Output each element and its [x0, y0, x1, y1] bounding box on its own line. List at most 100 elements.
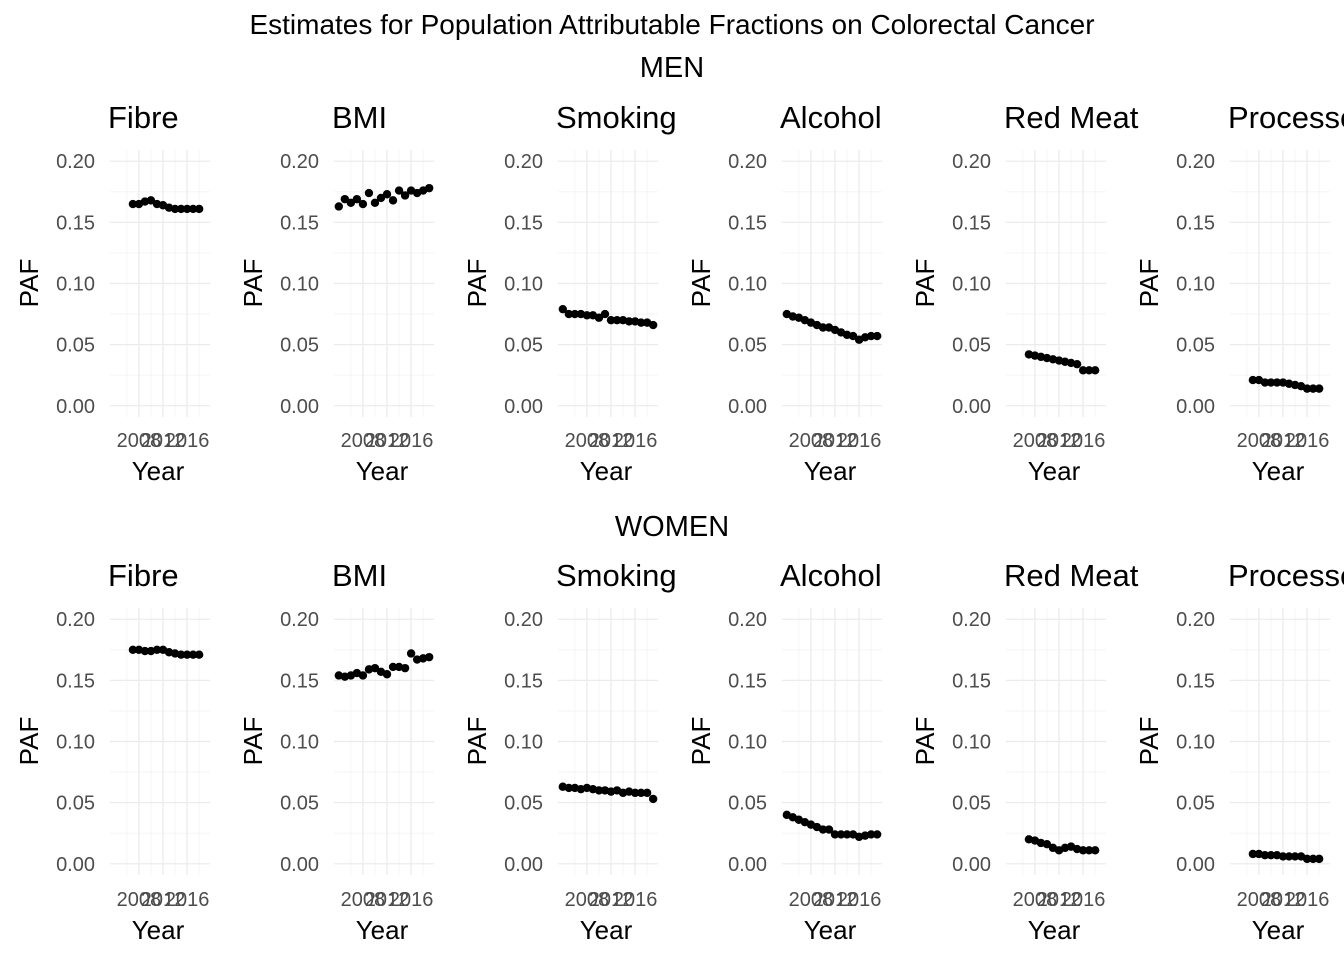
- data-point-women-fibre: [194, 650, 204, 659]
- x-tick-label: 2016: [837, 430, 882, 452]
- y-tick-label: 0.10: [56, 274, 95, 296]
- y-tick-label: 0.10: [1176, 274, 1215, 296]
- data-point-men-smoking: [612, 315, 622, 325]
- panel-title-women-processed-meat: Processed Meat: [1228, 558, 1344, 593]
- y-tick-label: 0.10: [1176, 732, 1215, 754]
- x-axis-title: Year: [580, 915, 633, 945]
- x-tick-label: 2008: [1013, 889, 1058, 911]
- main-title: Estimates for Population Attributable Fr…: [249, 9, 1094, 40]
- y-tick-label: 0.15: [280, 212, 319, 234]
- data-point-men-fibre: [176, 204, 186, 214]
- panel-title-women-smoking: Smoking: [556, 558, 677, 593]
- y-tick-label: 0.00: [56, 396, 95, 418]
- x-tick-label: 2012: [813, 430, 858, 452]
- y-axis-title: PAF: [686, 717, 716, 766]
- y-tick-label: 0.10: [728, 274, 767, 296]
- data-point-men-red-meat: [1072, 359, 1082, 369]
- data-point-women-processed-meat: [1290, 852, 1300, 861]
- data-point-women-bmi: [358, 671, 368, 680]
- x-tick-label: 2012: [1261, 430, 1306, 452]
- y-tick-label: 0.15: [56, 670, 95, 692]
- y-axis-title: PAF: [910, 717, 940, 766]
- y-tick-label: 0.00: [1176, 396, 1215, 418]
- panel-title-women-fibre: Fibre: [108, 558, 179, 593]
- data-point-women-fibre: [182, 650, 192, 659]
- x-tick-label: 2016: [165, 889, 210, 911]
- y-tick-label: 0.20: [728, 609, 767, 631]
- x-tick-label: 2012: [1261, 889, 1306, 911]
- y-tick-label: 0.15: [952, 670, 991, 692]
- x-tick-label: 2016: [1285, 889, 1330, 911]
- data-point-men-fibre: [182, 204, 192, 214]
- data-point-men-fibre: [128, 199, 138, 209]
- panel-title-men-fibre: Fibre: [108, 100, 179, 135]
- data-point-men-processed-meat: [1260, 378, 1270, 387]
- x-tick-label: 2012: [589, 889, 634, 911]
- data-point-men-smoking: [624, 317, 634, 326]
- y-tick-label: 0.05: [952, 335, 991, 357]
- data-point-men-bmi: [334, 202, 344, 211]
- panel-title-women-red-meat: Red Meat: [1004, 558, 1139, 593]
- data-point-men-bmi: [382, 190, 392, 199]
- data-point-men-bmi: [346, 198, 356, 208]
- y-tick-label: 0.00: [280, 396, 319, 418]
- data-point-men-bmi: [364, 188, 374, 198]
- y-axis-title: PAF: [14, 717, 44, 766]
- y-tick-label: 0.00: [504, 396, 543, 418]
- data-point-men-bmi: [400, 191, 410, 200]
- y-tick-label: 0.05: [504, 335, 543, 357]
- data-point-women-processed-meat: [1284, 852, 1294, 861]
- y-tick-label: 0.15: [952, 212, 991, 234]
- data-point-men-bmi: [424, 183, 434, 193]
- data-point-women-bmi: [388, 662, 398, 672]
- x-axis-title: Year: [356, 915, 409, 945]
- y-tick-label: 0.15: [728, 212, 767, 234]
- data-point-women-fibre: [188, 650, 198, 659]
- y-axis-title: PAF: [1134, 717, 1164, 766]
- y-tick-label: 0.00: [1176, 854, 1215, 876]
- data-point-men-red-meat: [1078, 366, 1088, 375]
- y-tick-label: 0.10: [504, 274, 543, 296]
- panel-title-men-bmi: BMI: [332, 100, 387, 135]
- data-point-men-bmi: [388, 196, 398, 205]
- data-point-women-red-meat: [1090, 846, 1100, 855]
- data-point-men-bmi: [352, 194, 362, 204]
- group-title-women: WOMEN: [615, 511, 729, 543]
- data-point-men-red-meat: [1084, 366, 1094, 375]
- data-point-men-alcohol: [848, 331, 858, 341]
- x-tick-label: 2012: [365, 889, 410, 911]
- data-point-women-bmi: [370, 663, 380, 673]
- y-tick-label: 0.20: [280, 151, 319, 173]
- y-axis-title: PAF: [238, 259, 268, 308]
- data-point-women-processed-meat: [1260, 850, 1270, 860]
- x-tick-label: 2012: [141, 430, 186, 452]
- data-point-women-smoking: [594, 786, 604, 795]
- y-tick-label: 0.10: [56, 732, 95, 754]
- panel-title-women-bmi: BMI: [332, 558, 387, 593]
- x-tick-label: 2008: [1013, 430, 1058, 452]
- y-tick-label: 0.15: [1176, 212, 1215, 234]
- data-point-men-smoking: [570, 309, 580, 319]
- y-tick-label: 0.05: [280, 793, 319, 815]
- data-point-men-bmi: [370, 198, 380, 208]
- y-tick-label: 0.10: [952, 732, 991, 754]
- y-axis-title: PAF: [14, 259, 44, 308]
- data-point-men-smoking: [582, 311, 592, 320]
- data-point-men-smoking: [606, 315, 616, 325]
- y-tick-label: 0.05: [728, 335, 767, 357]
- x-tick-label: 2012: [1037, 430, 1082, 452]
- panels-layer: 0.000.050.100.150.20200820122016FibreYea…: [14, 100, 1344, 945]
- data-point-women-smoking: [648, 794, 658, 804]
- y-axis-title: PAF: [910, 259, 940, 308]
- x-tick-label: 2016: [1061, 430, 1106, 452]
- data-point-men-processed-meat: [1314, 384, 1324, 393]
- data-point-men-bmi: [376, 193, 386, 203]
- y-tick-label: 0.05: [280, 335, 319, 357]
- y-tick-label: 0.20: [56, 609, 95, 631]
